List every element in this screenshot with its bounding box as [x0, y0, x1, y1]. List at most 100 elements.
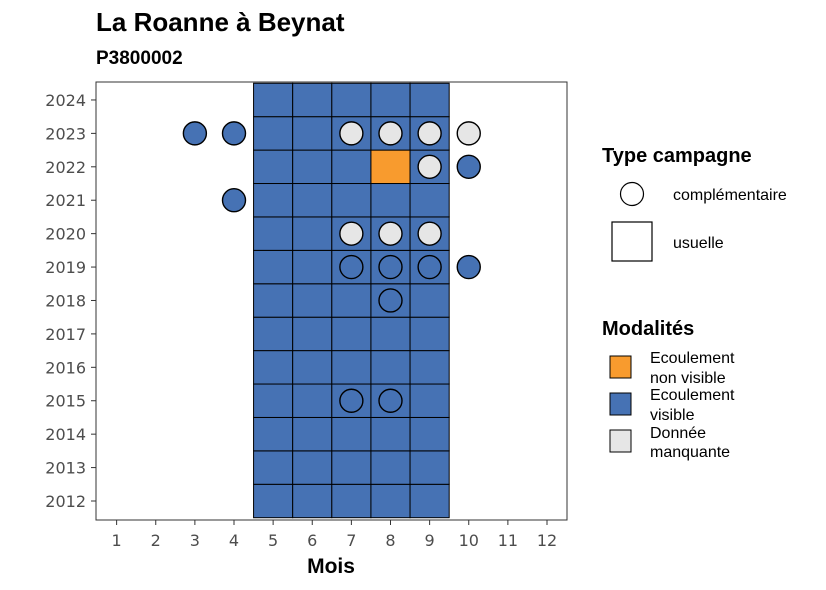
complementaire-points [182, 121, 481, 413]
cell-usuelle-2013-9 [409, 450, 450, 485]
y-tick-label-2022: 2022 [45, 158, 86, 177]
y-tick-label-2021: 2021 [45, 191, 86, 210]
y-axis: 2012 2013 2014 2015 2016 2017 2018 2019 2020 2021… [45, 91, 96, 511]
y-tick-label-2012: 2012 [45, 492, 86, 511]
x-tick-label-1: 1 [112, 531, 122, 550]
cell-usuelle-2015-6 [292, 383, 333, 418]
x-tick-label-12: 12 [537, 531, 557, 550]
cell-usuelle-2018-5 [253, 283, 294, 318]
cell-usuelle-2021-7 [331, 183, 372, 218]
point-complementaire-2019-8 [378, 254, 403, 280]
usuelle-cells [253, 82, 450, 519]
cell-usuelle-2023-6 [292, 116, 333, 151]
legend-type-title: Type campagne [602, 145, 752, 167]
legend-ecoulement-non-visible-key [609, 355, 632, 379]
point-complementaire-2020-9 [417, 221, 442, 246]
cell-usuelle-2014-8 [370, 416, 411, 452]
cell-usuelle-2017-6 [292, 316, 333, 352]
point-complementaire-2019-9 [417, 254, 442, 280]
x-tick-label-9: 9 [425, 531, 435, 550]
point-complementaire-2023-9 [417, 121, 442, 146]
cell-usuelle-2015-9 [409, 383, 450, 418]
cell-usuelle-2021-6 [292, 183, 333, 218]
cell-usuelle-2013-8 [370, 450, 411, 485]
legend-usuelle-key [611, 221, 653, 262]
cell-usuelle-2016-5 [253, 350, 294, 385]
cell-usuelle-2020-6 [292, 216, 333, 251]
cell-usuelle-2018-7 [331, 283, 372, 318]
y-tick-label-2017: 2017 [45, 325, 86, 344]
cell-usuelle-2018-6 [292, 283, 333, 318]
cell-usuelle-2019-5 [253, 249, 294, 285]
cell-usuelle-2020-5 [253, 216, 294, 251]
cell-usuelle-2014-7 [331, 416, 372, 452]
legend-modalites-title: Modalités [602, 318, 694, 340]
point-complementaire-2019-7 [339, 254, 364, 280]
cell-usuelle-2017-8 [370, 316, 411, 352]
cell-usuelle-2017-5 [253, 316, 294, 352]
cell-usuelle-2022-5 [253, 149, 294, 185]
x-axis: 1 2 3 4 5 6 7 8 9 10 11 12 [112, 520, 557, 550]
legend-donnee-manquante-label-2: manquante [650, 444, 730, 461]
legend-donnee-manquante-label-1: Donnée [650, 425, 706, 442]
cell-usuelle-2016-7 [331, 350, 372, 385]
point-complementaire-2023-10 [456, 121, 481, 146]
x-tick-label-7: 7 [346, 531, 356, 550]
cell-usuelle-2017-9 [409, 316, 450, 352]
x-tick-label-8: 8 [385, 531, 395, 550]
x-tick-label-10: 10 [459, 531, 479, 550]
y-tick-label-2023: 2023 [45, 124, 86, 143]
cell-usuelle-2022-7 [331, 149, 372, 185]
cell-usuelle-2023-5 [253, 116, 294, 151]
cell-usuelle-2021-5 [253, 183, 294, 218]
cell-usuelle-2019-6 [292, 249, 333, 285]
y-tick-label-2014: 2014 [45, 425, 86, 444]
point-complementaire-2023-4 [221, 121, 247, 146]
point-complementaire-2019-10 [456, 254, 481, 280]
x-tick-label-3: 3 [190, 531, 200, 550]
cell-usuelle-2014-5 [253, 416, 294, 452]
cell-usuelle-2012-6 [292, 483, 333, 519]
y-tick-label-2019: 2019 [45, 258, 86, 277]
point-complementaire-2022-9 [417, 154, 442, 180]
y-tick-label-2020: 2020 [45, 225, 86, 244]
y-tick-label-2015: 2015 [45, 392, 86, 411]
cell-usuelle-2022-8 [370, 149, 411, 185]
cell-usuelle-2012-5 [253, 483, 294, 519]
cell-usuelle-2024-5 [253, 82, 294, 118]
cell-usuelle-2024-8 [370, 82, 411, 118]
x-tick-label-4: 4 [229, 531, 239, 550]
legend-usuelle-label: usuelle [673, 235, 724, 252]
point-complementaire-2015-8 [378, 388, 403, 413]
point-complementaire-2023-3 [182, 121, 208, 146]
chart-title: La Roanne à Beynat [96, 7, 345, 37]
cell-usuelle-2024-9 [409, 82, 450, 118]
point-complementaire-2018-8 [378, 288, 403, 313]
cell-usuelle-2012-8 [370, 483, 411, 519]
cell-usuelle-2016-8 [370, 350, 411, 385]
point-complementaire-2023-7 [339, 121, 364, 146]
y-tick-label-2024: 2024 [45, 91, 86, 110]
legend-complementaire-key [619, 181, 645, 207]
point-complementaire-2022-10 [456, 154, 481, 180]
y-tick-label-2013: 2013 [45, 459, 86, 478]
point-complementaire-2020-7 [339, 221, 364, 246]
cell-usuelle-2015-5 [253, 383, 294, 418]
legend-complementaire-label: complémentaire [673, 187, 787, 204]
cell-usuelle-2021-8 [370, 183, 411, 218]
point-complementaire-2023-8 [378, 121, 403, 146]
cell-usuelle-2014-9 [409, 416, 450, 452]
point-complementaire-2021-4 [221, 188, 247, 213]
legend-ecoulement-visible-key [609, 392, 632, 416]
cell-usuelle-2024-7 [331, 82, 372, 118]
cell-usuelle-2012-7 [331, 483, 372, 519]
cell-usuelle-2024-6 [292, 82, 333, 118]
cell-usuelle-2016-9 [409, 350, 450, 385]
legend-ecoulement-non-visible-label-1: Ecoulement [650, 350, 735, 367]
cell-usuelle-2014-6 [292, 416, 333, 452]
x-tick-label-2: 2 [151, 531, 161, 550]
legend: Type campagne complémentaire usuelle Mod… [602, 145, 787, 461]
chart-subtitle: P3800002 [96, 48, 183, 69]
legend-ecoulement-non-visible-label-2: non visible [650, 370, 726, 387]
